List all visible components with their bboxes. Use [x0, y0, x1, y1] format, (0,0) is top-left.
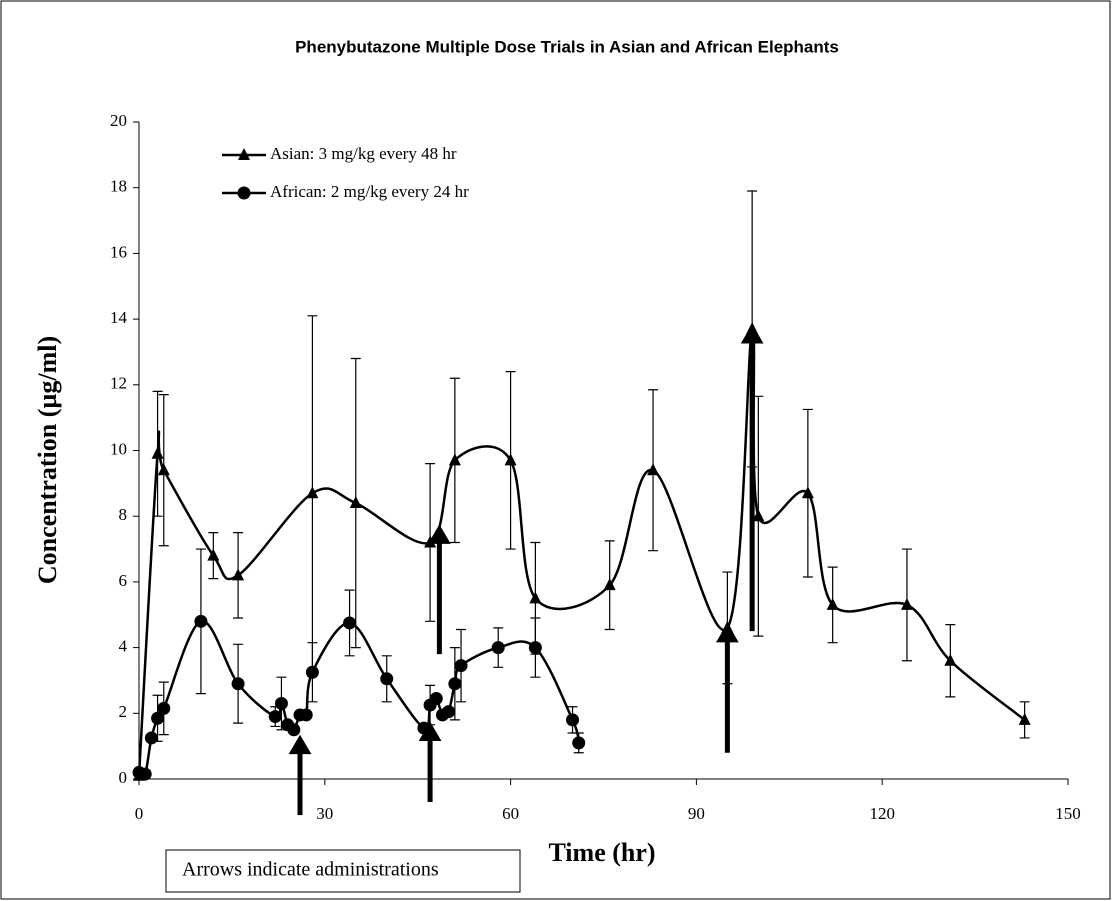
point	[144, 731, 158, 745]
point	[603, 578, 616, 591]
point	[752, 509, 765, 522]
chart-title: Phenybutazone Multiple Dose Trials in As…	[295, 37, 839, 56]
y-axis-label: Concentration (µg/ml)	[33, 336, 62, 584]
point	[349, 496, 362, 509]
point	[157, 701, 171, 715]
y-tick-label: 14	[110, 308, 128, 327]
point	[274, 696, 288, 710]
y-tick-label: 0	[119, 768, 128, 787]
point	[207, 548, 220, 561]
administration-arrow	[288, 734, 312, 816]
point	[268, 710, 282, 724]
point	[454, 659, 468, 673]
administration-arrow	[740, 323, 764, 632]
x-tick-label: 90	[688, 804, 705, 823]
x-tick-label: 0	[135, 804, 144, 823]
point	[287, 723, 301, 737]
point	[647, 463, 660, 476]
annotation: Arrows indicate administrations	[182, 859, 439, 881]
legend-marker	[238, 148, 250, 160]
x-tick-label: 150	[1055, 804, 1081, 823]
annotation-box	[165, 849, 521, 893]
point	[306, 486, 319, 499]
point	[231, 677, 245, 691]
point	[232, 568, 245, 581]
x-tick-label: 30	[316, 804, 333, 823]
point	[448, 453, 461, 466]
administration-arrow	[418, 721, 442, 802]
y-tick-label: 20	[110, 111, 127, 130]
y-tick-label: 8	[119, 505, 128, 524]
point	[572, 736, 586, 750]
point	[504, 453, 517, 466]
point	[343, 616, 357, 630]
legend-marker	[237, 186, 251, 200]
administration-arrow	[428, 524, 451, 655]
point	[900, 597, 913, 610]
point	[448, 677, 462, 691]
point	[151, 711, 165, 725]
administration-arrow	[716, 622, 739, 753]
point	[944, 653, 957, 666]
x-tick-label: 120	[869, 804, 895, 823]
y-tick-label: 12	[110, 374, 127, 393]
x-tick-label: 60	[502, 804, 519, 823]
legend-label: African: 2 mg/kg every 24 hr	[270, 182, 469, 201]
y-tick-label: 2	[119, 702, 128, 721]
point	[138, 767, 152, 781]
point	[529, 591, 542, 604]
x-axis-label: Time (hr)	[548, 838, 655, 867]
y-tick-label: 4	[119, 637, 128, 656]
point	[566, 713, 580, 727]
point	[442, 705, 456, 719]
point	[528, 641, 542, 655]
point	[380, 672, 394, 686]
point	[157, 463, 170, 476]
point	[429, 692, 443, 706]
point	[151, 446, 164, 459]
legend-label: Asian: 3 mg/kg every 48 hr	[270, 144, 457, 163]
point	[801, 486, 814, 499]
y-tick-label: 10	[110, 439, 127, 458]
y-tick-label: 6	[119, 571, 128, 590]
point	[826, 597, 839, 610]
point	[1018, 712, 1031, 725]
point	[194, 614, 208, 628]
point	[305, 665, 319, 679]
y-tick-label: 18	[110, 177, 127, 196]
y-tick-label: 16	[110, 242, 127, 261]
point	[299, 708, 313, 722]
point	[491, 641, 505, 655]
